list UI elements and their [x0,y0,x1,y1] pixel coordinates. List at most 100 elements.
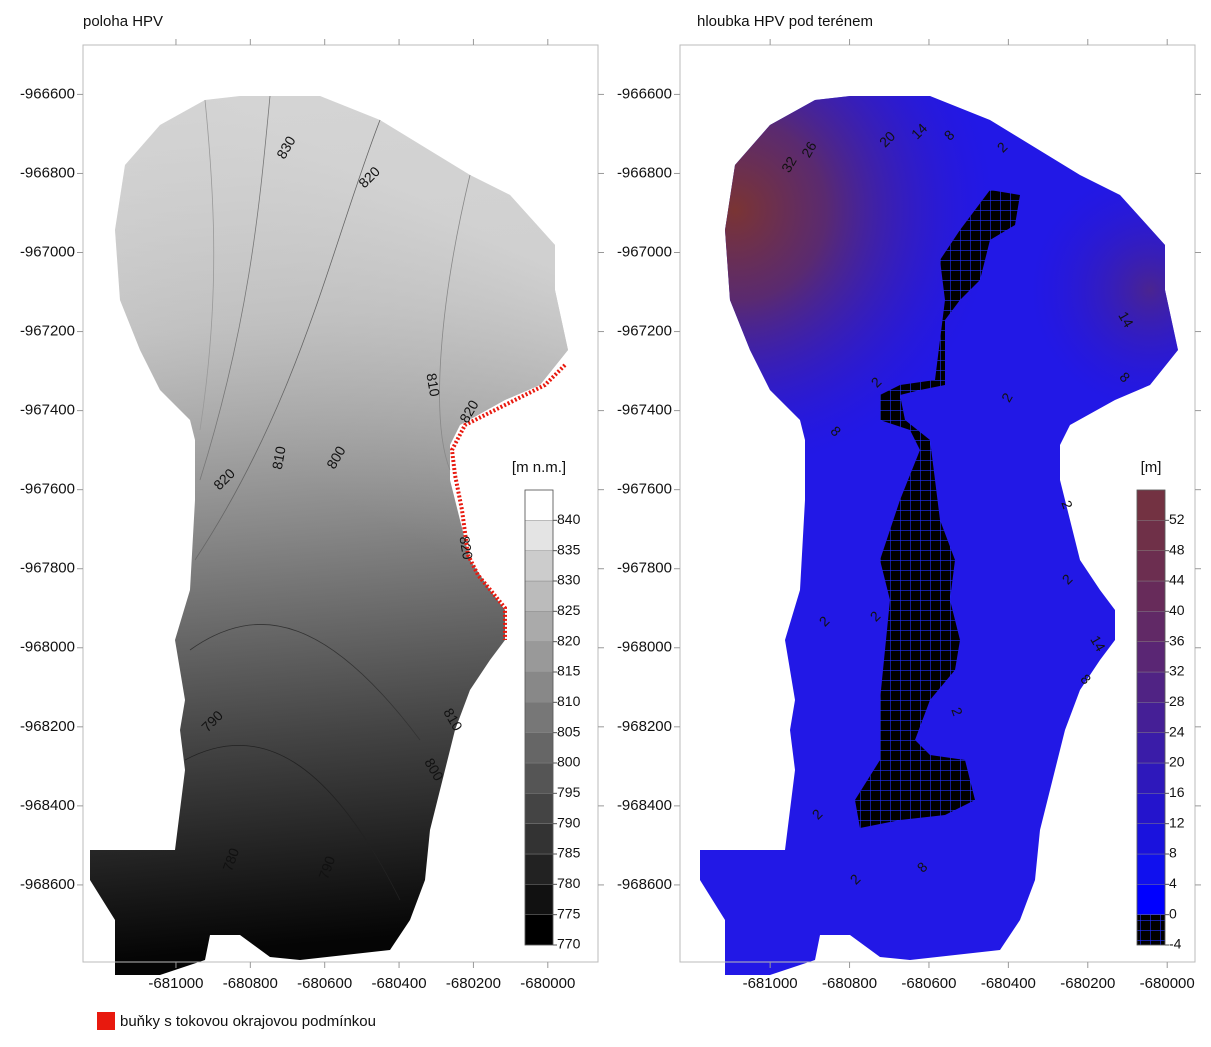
y-tick-label: -968400 [20,797,75,814]
colorbar-tick-label: 8 [1169,845,1177,861]
colorbar-tick-label: 52 [1169,511,1185,527]
x-tick-label: -680000 [1140,975,1195,992]
colorbar-bin [1137,490,1165,520]
colorbar-bin [525,490,553,520]
colorbar-bin [1137,611,1165,641]
colorbar-bin [525,884,553,914]
x-tick-label: -680400 [981,975,1036,992]
colorbar-bin [525,520,553,550]
legend-label: buňky s tokovou okrajovou podmínkou [120,1013,376,1030]
colorbar-tick-label: 800 [557,754,581,770]
colorbar-bin [525,672,553,702]
colorbar-bin [525,551,553,581]
colorbar-bin [525,763,553,793]
y-tick-label: -967600 [20,481,75,498]
x-tick-label: -680400 [372,975,427,992]
y-tick-label: -968600 [617,876,672,893]
colorbar-bin [525,702,553,732]
surface-highlight [90,96,568,975]
colorbar-tick-label: 12 [1169,814,1185,830]
y-tick-label: -967400 [20,402,75,419]
x-tick-label: -680600 [901,975,956,992]
colorbar-bin [1137,763,1165,793]
colorbar-bin [525,581,553,611]
colorbar-tick-label: 32 [1169,663,1185,679]
x-tick-label: -680800 [223,975,278,992]
colorbar-bin [1137,824,1165,854]
colorbar-bin [525,733,553,763]
colorbar-bin [525,642,553,672]
colorbar-label: [m] [1141,459,1162,476]
colorbar-bin [525,793,553,823]
colorbar-bin [1137,793,1165,823]
colorbar-tick-label: 40 [1169,602,1185,618]
colorbar-tick-label: 840 [557,511,581,527]
y-tick-label: -966600 [617,85,672,102]
y-tick-label: -966600 [20,85,75,102]
colorbar-tick-label: 48 [1169,541,1185,557]
colorbar-bin [1137,854,1165,884]
colorbar-tick-label: 20 [1169,754,1185,770]
x-tick-label: -681000 [743,975,798,992]
colorbar-tick-label: 835 [557,541,581,557]
colorbar-bin [1137,520,1165,550]
y-tick-label: -967200 [20,323,75,340]
panel-title: hloubka HPV pod terénem [697,13,873,30]
colorbar-tick-label: 36 [1169,632,1185,648]
colorbar-tick-label: 805 [557,723,581,739]
colorbar-bin [1137,733,1165,763]
y-tick-label: -968200 [20,718,75,735]
colorbar-tick-label: 785 [557,845,581,861]
colorbar-tick-label: 4 [1169,875,1177,891]
colorbar-bin [525,915,553,945]
y-tick-label: -967200 [617,323,672,340]
colorbar-tick-label: 830 [557,572,581,588]
colorbar-label: [m n.m.] [512,459,566,476]
colorbar-tick-label: 790 [557,814,581,830]
colorbar-tick-label: 810 [557,693,581,709]
colorbar-tick-label: 28 [1169,693,1185,709]
y-tick-label: -968000 [617,639,672,656]
panel-title: poloha HPV [83,13,163,30]
figure: poloha HPV hloubka HPV pod terénem buňky… [0,0,1211,1042]
y-tick-label: -967000 [617,243,672,260]
map-area [90,45,1195,975]
y-tick-label: -967800 [20,560,75,577]
x-tick-label: -680200 [1060,975,1115,992]
colorbar-tick-label: 16 [1169,784,1185,800]
colorbar-tick-label: 775 [557,905,581,921]
colorbar-tick-label: 780 [557,875,581,891]
colorbar-bin [1137,642,1165,672]
x-tick-label: -680000 [520,975,575,992]
colorbar-tick-label: 770 [557,936,581,952]
y-tick-label: -967600 [617,481,672,498]
y-tick-label: -966800 [20,164,75,181]
colorbar-bin [1137,581,1165,611]
y-tick-label: -968600 [20,876,75,893]
colorbar-bin [1137,915,1165,945]
colorbar-bin [1137,672,1165,702]
y-tick-label: -967400 [617,402,672,419]
y-tick-label: -967800 [617,560,672,577]
colorbar-tick-label: 44 [1169,572,1185,588]
colorbar-tick-label: 815 [557,663,581,679]
y-tick-label: -966800 [617,164,672,181]
colorbar-bin [1137,551,1165,581]
y-tick-label: -967000 [20,243,75,260]
colorbar-tick-label: 24 [1169,723,1185,739]
colorbar-bin [525,824,553,854]
colorbar-bin [525,854,553,884]
y-tick-label: -968400 [617,797,672,814]
x-tick-label: -681000 [148,975,203,992]
x-tick-label: -680200 [446,975,501,992]
colorbar-tick-label: 0 [1169,905,1177,921]
colorbar-tick-label: -4 [1169,936,1182,952]
y-tick-label: -968200 [617,718,672,735]
colorbar-bin [1137,702,1165,732]
x-tick-label: -680600 [297,975,352,992]
colorbar-tick-label: 795 [557,784,581,800]
colorbar-bin [525,611,553,641]
y-tick-label: -968000 [20,639,75,656]
x-tick-label: -680800 [822,975,877,992]
colorbar-tick-label: 825 [557,602,581,618]
